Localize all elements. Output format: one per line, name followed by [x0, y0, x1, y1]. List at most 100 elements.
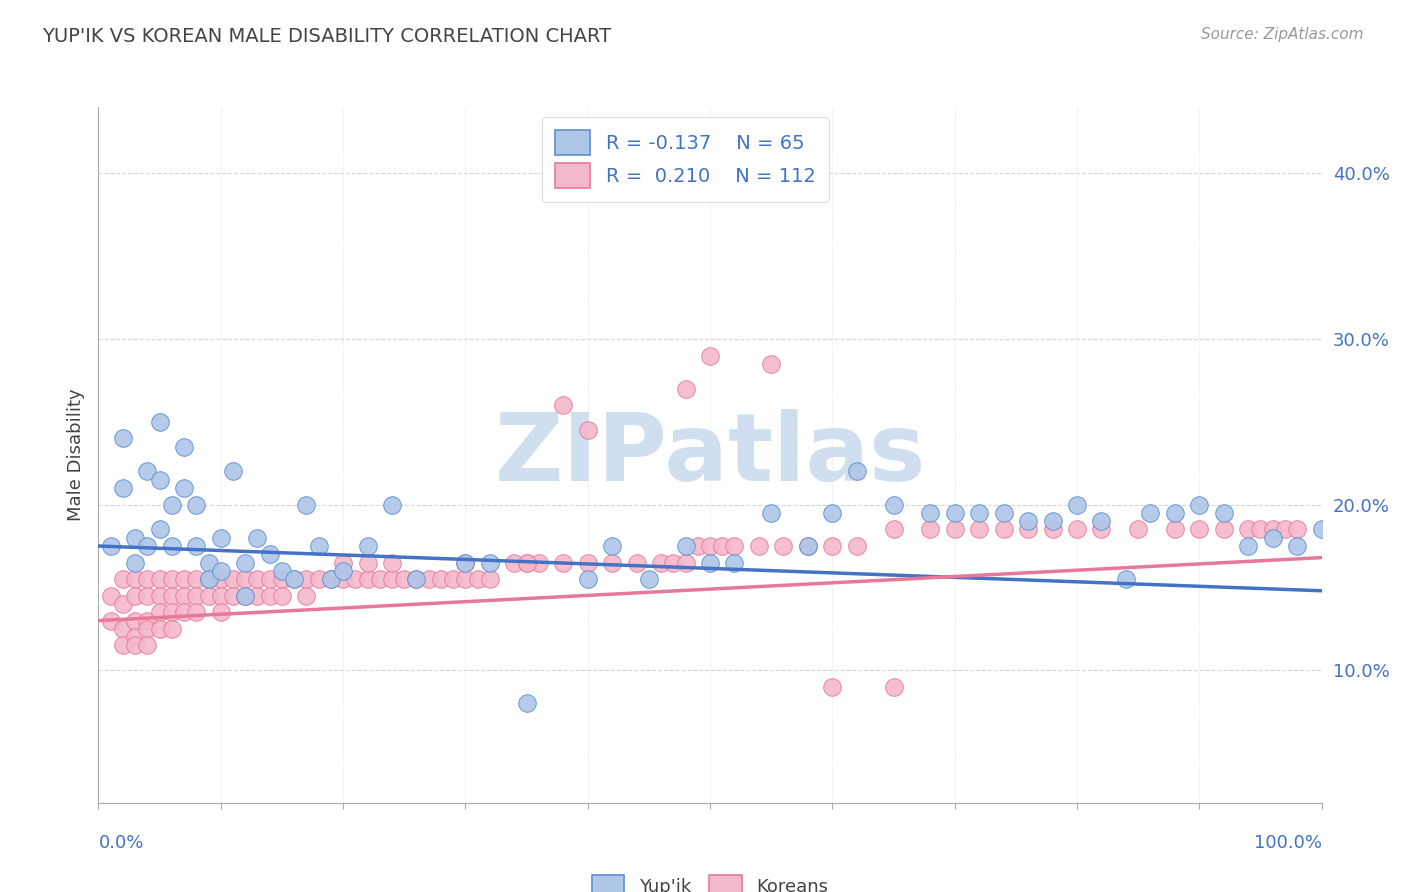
Point [1188, 523, 1211, 537]
Point [332, 556, 354, 570]
Point [405, 572, 427, 586]
Point [149, 622, 172, 636]
Point [186, 539, 208, 553]
Point [209, 531, 232, 545]
Point [270, 589, 294, 603]
Point [149, 589, 172, 603]
Point [405, 572, 427, 586]
Point [1139, 506, 1161, 520]
Point [332, 564, 354, 578]
Point [576, 556, 599, 570]
Point [197, 556, 219, 570]
Point [111, 622, 134, 636]
Point [381, 572, 404, 586]
Point [711, 539, 734, 553]
Point [1237, 523, 1260, 537]
Point [797, 539, 820, 553]
Point [100, 614, 122, 628]
Text: ZIPatlas: ZIPatlas [495, 409, 925, 501]
Point [160, 605, 183, 619]
Point [209, 564, 232, 578]
Point [662, 556, 685, 570]
Point [160, 572, 183, 586]
Point [136, 614, 159, 628]
Point [173, 481, 195, 495]
Point [600, 556, 623, 570]
Point [197, 572, 219, 586]
Point [1188, 498, 1211, 512]
Point [527, 556, 550, 570]
Point [1310, 523, 1333, 537]
Point [772, 539, 794, 553]
Point [967, 523, 990, 537]
Point [454, 556, 477, 570]
Point [222, 589, 245, 603]
Point [209, 572, 232, 586]
Point [418, 572, 440, 586]
Point [699, 556, 721, 570]
Point [283, 572, 305, 586]
Point [124, 556, 146, 570]
Point [993, 506, 1015, 520]
Point [173, 440, 195, 454]
Point [368, 572, 391, 586]
Point [553, 398, 575, 412]
Point [1066, 523, 1088, 537]
Point [233, 572, 256, 586]
Point [993, 523, 1015, 537]
Point [699, 349, 721, 363]
Point [136, 572, 159, 586]
Point [186, 572, 208, 586]
Point [160, 498, 183, 512]
Point [1115, 572, 1137, 586]
Point [160, 589, 183, 603]
Point [111, 431, 134, 445]
Point [1090, 523, 1112, 537]
Point [467, 572, 489, 586]
Point [1128, 523, 1150, 537]
Point [1261, 531, 1284, 545]
Point [1017, 514, 1039, 528]
Point [381, 498, 404, 512]
Point [295, 498, 318, 512]
Point [686, 539, 709, 553]
Point [319, 572, 342, 586]
Point [149, 572, 172, 586]
Point [356, 572, 378, 586]
Y-axis label: Male Disability: Male Disability [66, 389, 84, 521]
Point [381, 556, 404, 570]
Point [943, 523, 966, 537]
Point [1066, 498, 1088, 512]
Point [1212, 523, 1234, 537]
Point [295, 572, 318, 586]
Point [136, 622, 159, 636]
Point [883, 523, 905, 537]
Point [637, 572, 661, 586]
Point [233, 556, 256, 570]
Point [1042, 514, 1064, 528]
Point [160, 622, 183, 636]
Point [136, 539, 159, 553]
Point [1042, 523, 1064, 537]
Point [124, 614, 146, 628]
Point [209, 605, 232, 619]
Point [270, 572, 294, 586]
Point [111, 639, 134, 653]
Point [1286, 539, 1309, 553]
Point [1017, 523, 1039, 537]
Point [454, 556, 477, 570]
Point [392, 572, 416, 586]
Point [173, 589, 195, 603]
Point [209, 589, 232, 603]
Point [186, 589, 208, 603]
Point [1164, 506, 1187, 520]
Point [1212, 506, 1234, 520]
Point [943, 506, 966, 520]
Point [233, 589, 256, 603]
Point [920, 506, 942, 520]
Point [515, 697, 537, 711]
Point [441, 572, 464, 586]
Point [761, 506, 783, 520]
Text: 100.0%: 100.0% [1254, 834, 1322, 852]
Point [246, 572, 269, 586]
